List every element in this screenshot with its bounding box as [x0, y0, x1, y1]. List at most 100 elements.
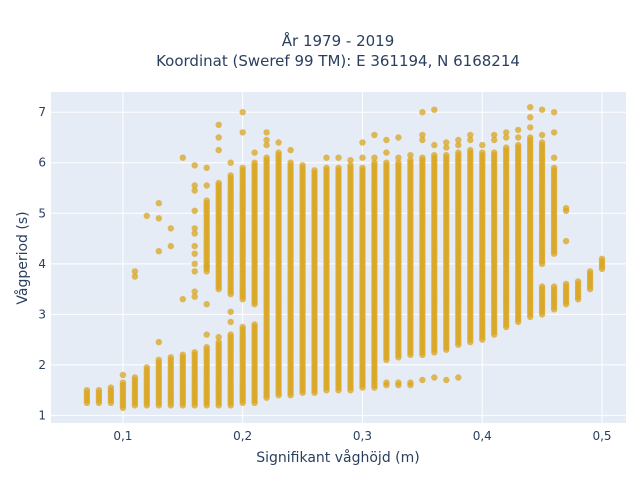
data-point [443, 376, 450, 384]
data-point [263, 141, 270, 149]
data-point [119, 371, 127, 379]
data-point [143, 364, 150, 371]
data-point [383, 379, 390, 386]
data-point [287, 146, 294, 154]
data-point [431, 374, 438, 381]
y-tick-label: 6 [38, 156, 46, 170]
data-point [503, 144, 510, 151]
data-point [299, 162, 306, 169]
data-point [383, 159, 390, 166]
data-point [203, 344, 210, 351]
data-point [191, 250, 198, 257]
data-point [227, 318, 234, 326]
data-point [419, 131, 426, 139]
data-point [191, 268, 198, 275]
data-point [431, 106, 438, 113]
data-point [179, 154, 186, 161]
data-point [586, 268, 594, 275]
data-point [550, 154, 558, 161]
y-tick-label: 3 [38, 307, 46, 321]
data-point [155, 215, 162, 222]
data-point [335, 164, 342, 171]
y-tick-label: 2 [38, 358, 46, 372]
data-point [95, 387, 103, 394]
x-tick-label: 0,2 [233, 429, 252, 443]
data-point [191, 260, 198, 267]
data-point [107, 384, 115, 391]
data-point [203, 263, 210, 270]
data-point [443, 144, 450, 151]
data-point [191, 230, 198, 237]
data-point [227, 159, 234, 166]
data-point [83, 387, 91, 394]
data-point [347, 162, 354, 169]
data-point [263, 129, 270, 136]
data-point [275, 149, 282, 156]
data-point [191, 187, 198, 194]
data-point [179, 351, 186, 358]
data-point [263, 136, 270, 144]
data-point [239, 129, 246, 136]
data-point [227, 172, 234, 179]
data-point [538, 283, 546, 290]
data-point [455, 149, 462, 156]
tick-labels: 0,1 0,2 0,3 0,4 0,5 1 2 3 4 5 6 7 [38, 105, 611, 443]
data-point [359, 139, 366, 146]
data-point [419, 136, 426, 144]
data-point [251, 321, 258, 328]
data-point [407, 152, 414, 159]
data-point [467, 146, 474, 154]
data-point [562, 237, 570, 245]
data-point [383, 149, 390, 156]
data-point [203, 164, 210, 171]
data-point [479, 149, 486, 156]
data-point [371, 131, 378, 139]
data-point [419, 376, 426, 384]
data-point [263, 154, 270, 161]
data-point [203, 301, 210, 308]
data-point [347, 157, 354, 164]
x-tick-label: 0,5 [592, 429, 611, 443]
chart-subtitle: Koordinat (Sweref 99 TM): E 361194, N 61… [156, 52, 520, 70]
data-point [335, 154, 342, 161]
x-tick-label: 0,3 [353, 429, 372, 443]
data-point [191, 349, 198, 356]
data-point [311, 167, 318, 174]
data-point [179, 296, 186, 303]
data-point [419, 154, 426, 161]
data-point [491, 131, 498, 139]
data-point [527, 114, 534, 121]
data-point [467, 131, 474, 139]
y-tick-label: 4 [38, 257, 46, 271]
data-point [215, 179, 222, 187]
data-point [155, 248, 162, 255]
data-point [395, 154, 402, 161]
data-point [538, 139, 546, 146]
data-point [143, 212, 150, 219]
data-point [431, 141, 438, 149]
data-point [167, 225, 174, 232]
y-tick-label: 1 [38, 408, 46, 422]
data-point [455, 136, 462, 144]
data-point [419, 109, 426, 116]
data-point [191, 293, 198, 300]
data-point [323, 164, 330, 171]
data-point [203, 331, 210, 338]
data-point [443, 139, 450, 146]
data-point [323, 154, 330, 161]
data-point [215, 134, 222, 141]
data-points [83, 104, 606, 411]
data-point [215, 146, 222, 154]
data-point [167, 242, 174, 250]
data-point [538, 131, 546, 139]
data-point [215, 338, 222, 346]
data-point [562, 205, 570, 212]
x-axis-title: Signifikant våghöjd (m) [256, 449, 419, 466]
data-point [407, 379, 414, 386]
data-point [131, 273, 139, 280]
data-point [574, 278, 582, 285]
data-point [251, 159, 258, 166]
data-point [359, 154, 366, 161]
chart-title: År 1979 - 2019 [282, 31, 395, 50]
